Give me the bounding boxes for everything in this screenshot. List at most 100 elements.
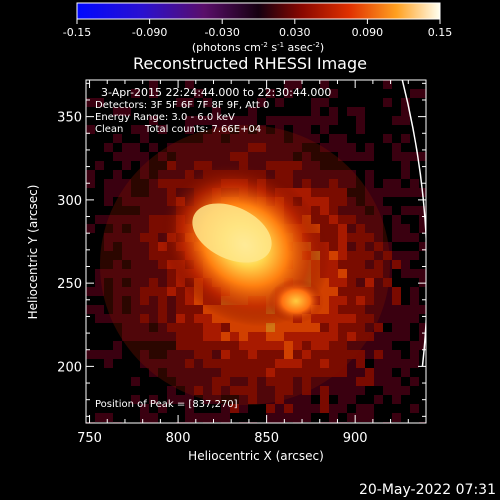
heatmap-cell (338, 215, 347, 224)
heatmap-cell (275, 116, 284, 125)
heatmap-cell (230, 386, 239, 395)
heatmap-cell (95, 269, 104, 278)
heatmap-cell (410, 170, 419, 179)
heatmap-cell (374, 314, 383, 323)
heatmap-cell (338, 242, 347, 251)
heatmap-cell (86, 251, 95, 260)
heatmap-cell (284, 386, 293, 395)
heatmap-cell (392, 395, 401, 404)
heatmap-cell (392, 251, 401, 260)
heatmap-cell (167, 413, 176, 422)
heatmap-cell (230, 152, 239, 161)
heatmap-cell (266, 116, 275, 125)
heatmap-cell (239, 125, 248, 134)
heatmap-cell (158, 404, 167, 413)
heatmap-cell (149, 107, 158, 116)
heatmap-cell (239, 89, 248, 98)
heatmap-cell (374, 278, 383, 287)
heatmap-cell (104, 404, 113, 413)
heatmap-cell (95, 152, 104, 161)
heatmap-cell (185, 134, 194, 143)
heatmap-cell (113, 395, 122, 404)
heatmap-cell (302, 89, 311, 98)
heatmap-cell (131, 377, 140, 386)
heatmap-cell (383, 359, 392, 368)
heatmap-cell (248, 80, 257, 89)
heatmap-cell (104, 80, 113, 89)
heatmap-cell (419, 314, 426, 323)
heatmap-cell (203, 413, 212, 422)
heatmap-cell (203, 314, 212, 323)
heatmap-cell (329, 143, 338, 152)
heatmap-cell (338, 107, 347, 116)
heatmap-cell (401, 305, 410, 314)
heatmap-cell (122, 278, 131, 287)
heatmap-cell (212, 89, 221, 98)
heatmap-cell (140, 368, 149, 377)
heatmap-cell (374, 305, 383, 314)
heatmap-cell (149, 395, 158, 404)
heatmap-cell (347, 386, 356, 395)
heatmap-cell (293, 359, 302, 368)
heatmap-cell (95, 305, 104, 314)
heatmap-cell (158, 332, 167, 341)
heatmap-cell (149, 188, 158, 197)
heatmap-cell (311, 395, 320, 404)
heatmap-cell (365, 161, 374, 170)
timestamp: 20-May-2022 07:31 (359, 482, 496, 498)
heatmap-cell (248, 152, 257, 161)
heatmap-cell (320, 323, 329, 332)
heatmap-cell (149, 161, 158, 170)
heatmap-cell (374, 206, 383, 215)
heatmap-cell (392, 170, 401, 179)
heatmap-cell (140, 287, 149, 296)
heatmap-cell (365, 404, 374, 413)
heatmap-cell (158, 161, 167, 170)
heatmap-cell (104, 170, 113, 179)
heatmap-cell (113, 197, 122, 206)
heatmap-cell (392, 179, 401, 188)
heatmap-cell (302, 395, 311, 404)
heatmap-cell (122, 89, 131, 98)
heatmap-cell (185, 359, 194, 368)
heatmap-cell (257, 413, 266, 422)
heatmap-cell (401, 332, 410, 341)
heatmap-cell (131, 341, 140, 350)
heatmap-cell (374, 80, 383, 89)
heatmap-cell (311, 143, 320, 152)
heatmap-cell (392, 107, 401, 116)
heatmap-cell (131, 134, 140, 143)
heatmap-cell (158, 287, 167, 296)
heatmap-cell (203, 386, 212, 395)
heatmap-cell (122, 386, 131, 395)
heatmap-cell (239, 134, 248, 143)
heatmap-cell (284, 350, 293, 359)
heatmap-cell (338, 413, 347, 422)
heatmap-cell (392, 80, 401, 89)
heatmap-cell (401, 125, 410, 134)
heatmap-cell (329, 152, 338, 161)
heatmap-cell (401, 323, 410, 332)
heatmap-cell (167, 305, 176, 314)
heatmap-cell (284, 179, 293, 188)
heatmap-cell (113, 323, 122, 332)
heatmap-cell (158, 98, 167, 107)
heatmap-cell (311, 152, 320, 161)
heatmap-cell (293, 332, 302, 341)
heatmap-cell (185, 395, 194, 404)
heatmap-cell (383, 215, 392, 224)
heatmap-cell (383, 386, 392, 395)
heatmap-cell (95, 260, 104, 269)
heatmap-cell (311, 188, 320, 197)
heatmap-cell (131, 368, 140, 377)
heatmap-cell (356, 107, 365, 116)
heatmap-cell (302, 143, 311, 152)
heatmap-cell (221, 134, 230, 143)
heatmap-cell (185, 125, 194, 134)
heatmap-cell (338, 161, 347, 170)
heatmap-cell (140, 233, 149, 242)
heatmap-cell (176, 404, 185, 413)
heatmap-cell (284, 98, 293, 107)
heatmap-cell (149, 269, 158, 278)
heatmap-cell (347, 116, 356, 125)
